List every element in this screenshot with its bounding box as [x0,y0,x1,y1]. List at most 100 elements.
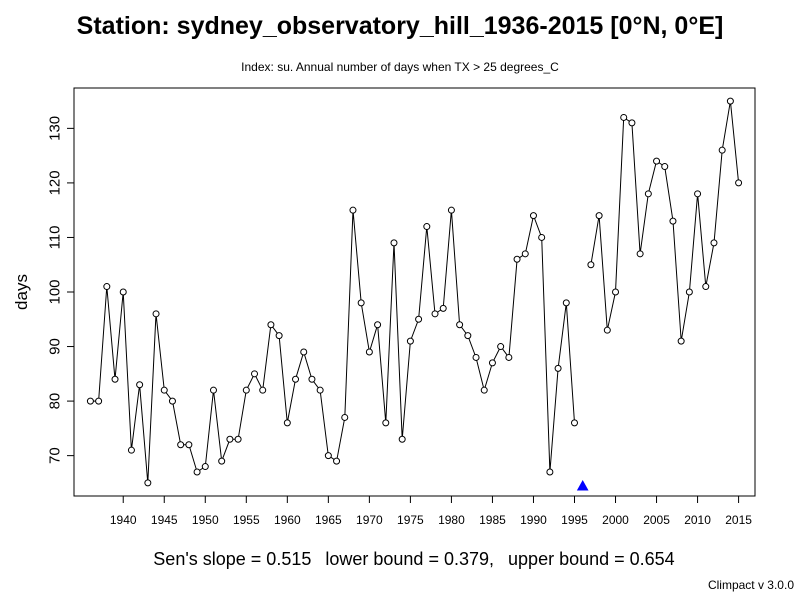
data-point [612,288,620,296]
data-point [488,359,496,367]
data-point [316,386,324,394]
data-point [406,337,414,345]
y-tick-label: 70 [47,447,64,464]
upper-bound-text: upper bound = 0.654 [508,549,675,569]
data-point [242,386,250,394]
data-point [521,250,529,258]
x-tick-label: 1940 [110,513,137,527]
data-point [628,119,636,127]
data-point [554,364,562,372]
lower-bound-text: lower bound = 0.379, [325,549,495,569]
y-tick-label: 90 [47,338,64,355]
data-point [546,468,554,476]
data-point [661,163,669,171]
data-point [497,343,505,351]
data-point [505,353,513,361]
x-tick-label: 1965 [315,513,342,527]
data-point [472,353,480,361]
data-point [341,413,349,421]
data-point [160,386,168,394]
data-point [136,381,144,389]
data-point [209,386,217,394]
data-point [562,299,570,307]
plot-frame [73,87,756,497]
data-point [226,435,234,443]
data-point [119,288,127,296]
data-point [365,348,373,356]
data-point [300,348,308,356]
chart-title: Station: sydney_observatory_hill_1936-20… [76,12,724,40]
data-point [111,375,119,383]
data-point [529,212,537,220]
data-point [415,315,423,323]
data-point [283,419,291,427]
data-point [308,375,316,383]
data-point [259,386,267,394]
data-point [275,332,283,340]
x-tick-label: 1970 [356,513,383,527]
y-tick-label: 110 [47,225,64,249]
data-point [587,261,595,269]
x-tick-label: 2005 [643,513,670,527]
data-point [431,310,439,318]
x-tick-label: 2010 [684,513,711,527]
x-tick-label: 1985 [479,513,506,527]
data-point [152,310,160,318]
data-point [95,397,103,405]
data-point [513,255,521,263]
x-tick-label: 2015 [725,513,752,527]
data-point [103,283,111,291]
data-point [333,457,341,465]
data-point [644,190,652,198]
data-point [480,386,488,394]
x-tick-label: 1955 [233,513,260,527]
data-point [669,217,677,225]
data-point [382,419,390,427]
data-point [677,337,685,345]
y-tick-label: 130 [47,116,64,141]
data-point [653,157,661,165]
x-tick-label: 1990 [520,513,547,527]
data-point [694,190,702,198]
data-point [398,435,406,443]
data-point [423,223,431,231]
data-point [390,239,398,247]
y-tick-label: 100 [47,279,64,304]
data-point [595,212,603,220]
data-point [168,397,176,405]
x-tick-label: 1950 [192,513,219,527]
data-point [464,332,472,340]
version-label: Climpact v 3.0.0 [707,578,794,592]
data-point [726,97,734,105]
data-point [374,321,382,329]
data-point [292,375,300,383]
data-point [685,288,693,296]
data-point [702,283,710,291]
x-tick-label: 1960 [274,513,301,527]
y-axis-label: days [12,274,31,310]
data-point [718,146,726,154]
missing-value-marker [576,479,589,491]
x-tick-label: 1945 [151,513,178,527]
data-point [349,206,357,214]
data-point [177,441,185,449]
data-point [636,250,644,258]
data-point [234,435,242,443]
y-tick-label: 80 [47,393,64,410]
series-line [590,101,740,342]
trend-summary: Sen's slope = 0.515 lower bound = 0.379,… [0,549,800,570]
x-tick-label: 1995 [561,513,588,527]
data-point [193,468,201,476]
data-point [570,419,578,427]
data-point [357,299,365,307]
x-tick-label: 1980 [438,513,465,527]
data-point [267,321,275,329]
y-tick-label: 120 [47,170,64,195]
data-point [144,479,152,487]
x-tick-label: 1975 [397,513,424,527]
data-point [218,457,226,465]
data-point [439,304,447,312]
data-point [185,441,193,449]
data-point [538,233,546,241]
